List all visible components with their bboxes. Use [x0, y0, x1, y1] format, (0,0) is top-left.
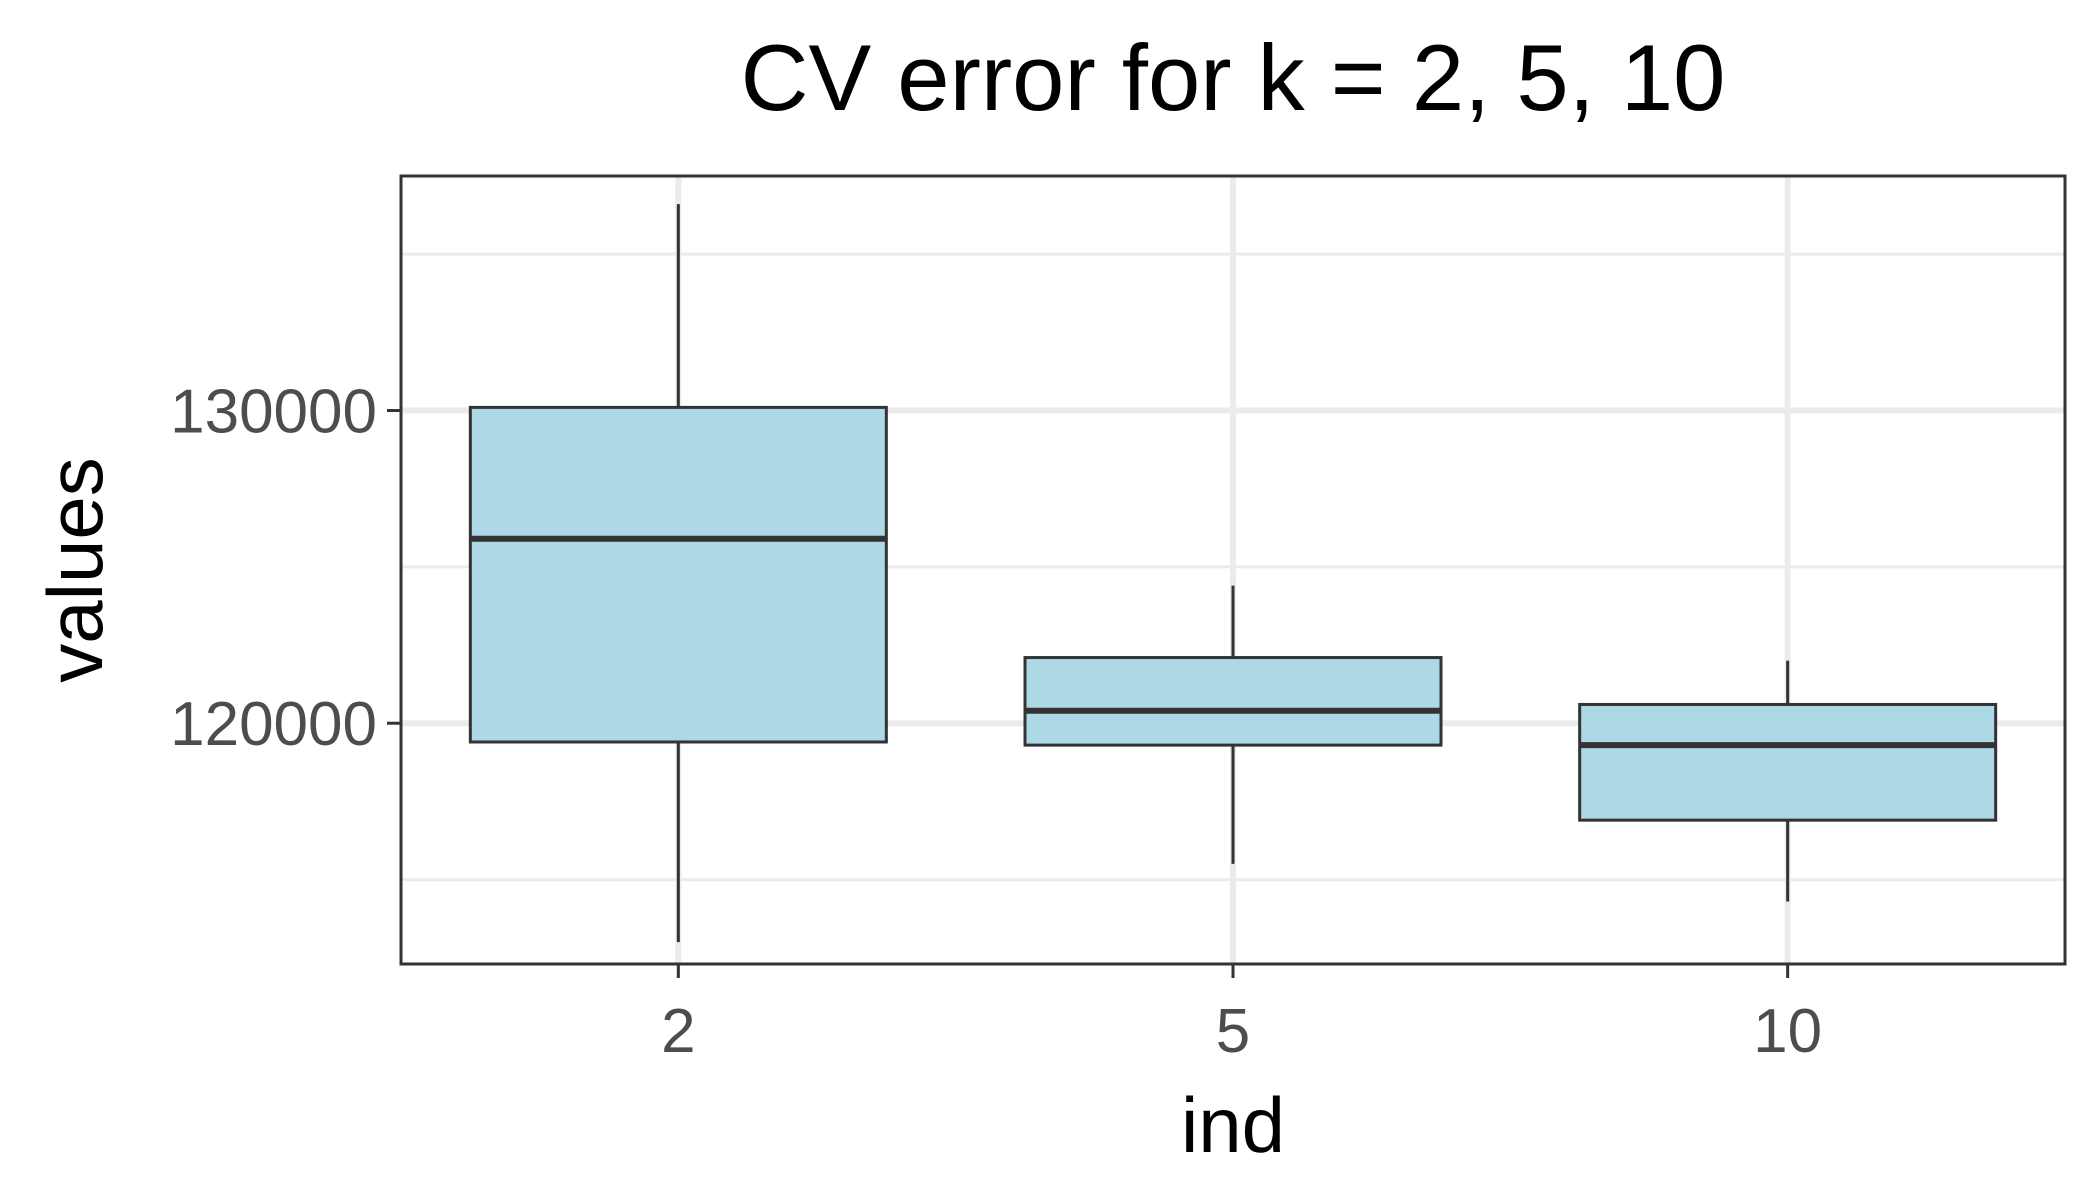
- box-10: [1578, 660, 1998, 902]
- box-iqr: [1578, 702, 1998, 822]
- x-axis-title: ind: [1181, 1081, 1285, 1169]
- axes: 120000 130000 2 5 10: [170, 378, 1822, 1066]
- y-tick-label: 120000: [170, 690, 377, 759]
- box-2: [468, 204, 888, 943]
- chart-title: CV error for k = 2, 5, 10: [741, 25, 1726, 130]
- y-tick-label: 130000: [170, 378, 377, 447]
- y-axis-title: values: [31, 457, 119, 682]
- box-iqr: [468, 405, 888, 744]
- box-iqr: [1023, 656, 1443, 747]
- x-tick-label: 10: [1753, 997, 1822, 1066]
- x-tick-label: 2: [661, 997, 695, 1066]
- x-tick-label: 5: [1216, 997, 1250, 1066]
- box-5: [1023, 585, 1443, 864]
- boxes: [468, 204, 1998, 943]
